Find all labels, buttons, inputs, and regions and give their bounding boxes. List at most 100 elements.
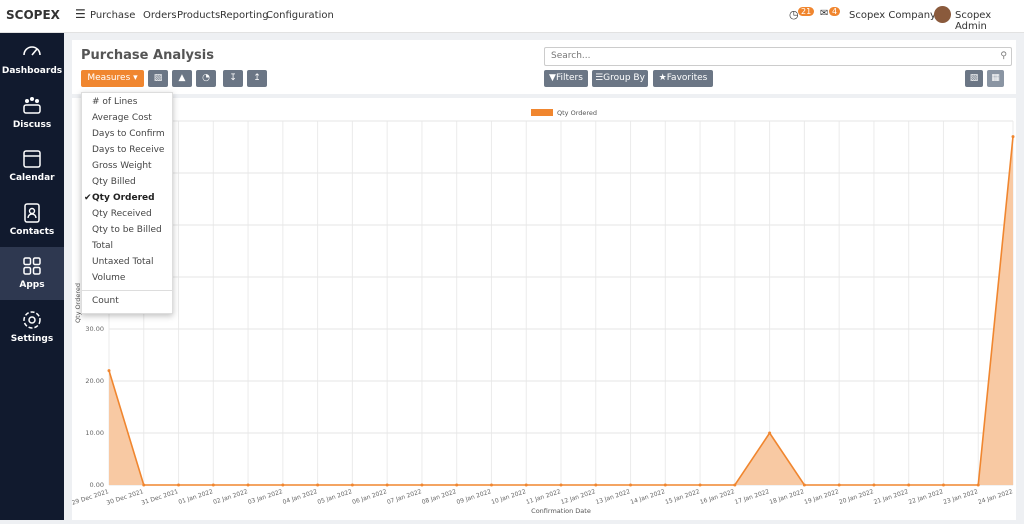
- activity-badge[interactable]: 21: [798, 7, 815, 16]
- point: [802, 483, 806, 487]
- bar-chart-button[interactable]: ▧: [148, 70, 168, 87]
- pivot-view-button[interactable]: ▦: [987, 70, 1004, 87]
- x-tick-label: 11 Jan 2022: [525, 488, 562, 506]
- menu-item[interactable]: Untaxed Total: [92, 257, 154, 267]
- sort-asc-button[interactable]: ↥: [247, 70, 267, 87]
- point: [211, 483, 215, 487]
- menu-item[interactable]: # of Lines: [92, 97, 137, 107]
- sidebar-item[interactable]: Apps: [0, 247, 64, 300]
- x-tick-label: 29 Dec 2021: [72, 488, 110, 507]
- menu-label: Days to Confirm: [92, 129, 165, 139]
- y-tick-label: 0.00: [90, 481, 104, 489]
- menu-item[interactable]: Total: [92, 241, 113, 251]
- menu-icon[interactable]: ☰: [75, 7, 86, 21]
- line-chart-button[interactable]: ▲: [172, 70, 192, 87]
- sidebar-label: Dashboards: [1, 66, 63, 76]
- x-tick-label: 18 Jan 2022: [769, 488, 806, 506]
- menu-item[interactable]: Days to Confirm: [92, 129, 165, 139]
- sidebar-item[interactable]: Settings: [0, 301, 64, 354]
- point: [489, 483, 493, 487]
- point: [142, 483, 146, 487]
- menu-item[interactable]: Configuration: [266, 10, 334, 21]
- chat-icon[interactable]: ✉: [820, 8, 829, 19]
- group-by-button[interactable]: ☰Group By: [592, 70, 648, 87]
- x-tick-label: 24 Jan 2022: [977, 488, 1014, 506]
- x-tick-label: 01 Jan 2022: [178, 488, 215, 506]
- menu-item[interactable]: Qty Received: [92, 209, 152, 219]
- x-tick-label: 23 Jan 2022: [942, 488, 979, 506]
- menu-item[interactable]: Qty to be Billed: [92, 225, 162, 235]
- menu-label: Gross Weight: [92, 161, 152, 171]
- menu-label: Total: [92, 241, 114, 251]
- activity-icon[interactable]: ◷: [789, 8, 799, 21]
- group-by-label: Group By: [603, 73, 645, 83]
- menu-label: Qty to be Billed: [92, 225, 162, 235]
- x-axis-label: Confirmation Date: [531, 507, 591, 515]
- favorites-label: Favorites: [666, 73, 708, 83]
- search-box[interactable]: Search... ⚲: [544, 47, 1012, 66]
- menu-item[interactable]: Count: [92, 296, 119, 306]
- sidebar-label: Apps: [19, 280, 45, 290]
- menu-item[interactable]: Average Cost: [92, 113, 152, 123]
- menu-item[interactable]: ✔ Qty Ordered: [84, 193, 155, 203]
- menu-item[interactable]: Products: [177, 10, 221, 21]
- chart-panel: 29 Dec 2021 30 Dec 2021 31 Dec 2021 01 Jan …: [71, 98, 1016, 520]
- sidebar-icon: [23, 310, 41, 329]
- menu-item[interactable]: Reporting: [220, 10, 269, 21]
- x-tick-label: 08 Jan 2022: [421, 488, 458, 506]
- graph-view-button[interactable]: ▧: [965, 70, 983, 87]
- legend-label: Qty Ordered: [557, 109, 597, 117]
- menu-item[interactable]: Volume: [92, 273, 125, 283]
- control-panel: Purchase Analysis Measures ▾ ▧ ▲ ◔ ↧ ↥ S…: [72, 40, 1016, 94]
- x-tick-label: 05 Jan 2022: [317, 488, 354, 506]
- page-title: Purchase Analysis: [81, 48, 214, 63]
- sidebar-item[interactable]: Discuss: [0, 87, 64, 140]
- favorites-button[interactable]: ★Favorites: [653, 70, 713, 87]
- point: [872, 483, 876, 487]
- menu-item[interactable]: Gross Weight: [92, 161, 152, 171]
- menu-item[interactable]: Qty Billed: [92, 177, 136, 187]
- point: [1011, 135, 1015, 139]
- point: [246, 483, 250, 487]
- menu-item[interactable]: Days to Receive: [92, 145, 164, 155]
- menu-label: # of Lines: [92, 97, 138, 107]
- top-nav: SCOPEX ☰ Purchase Orders Products Report…: [0, 0, 1024, 33]
- pie-chart-button[interactable]: ◔: [196, 70, 216, 87]
- menu-item[interactable]: Orders: [143, 10, 177, 21]
- x-tick-label: 15 Jan 2022: [664, 488, 701, 506]
- point: [281, 483, 285, 487]
- point: [107, 369, 111, 373]
- x-tick-label: 07 Jan 2022: [386, 488, 423, 506]
- point: [768, 431, 772, 435]
- menu-label: Qty Received: [92, 209, 152, 219]
- sidebar: Dashboards Discuss Calendar Contacts Apps Set…: [0, 33, 64, 520]
- x-tick-label: 02 Jan 2022: [212, 488, 249, 506]
- x-tick-label: 13 Jan 2022: [595, 488, 632, 506]
- point: [837, 483, 841, 487]
- filters-button[interactable]: ▼Filters: [544, 70, 588, 87]
- legend-swatch: [531, 109, 553, 116]
- avatar[interactable]: [934, 6, 951, 23]
- point: [594, 483, 598, 487]
- sidebar-icon: [23, 150, 41, 168]
- menu-label: Qty Billed: [92, 177, 136, 187]
- sidebar-item[interactable]: Dashboards: [0, 33, 64, 86]
- company[interactable]: Scopex Company: [849, 10, 936, 21]
- menu-item[interactable]: Purchase: [90, 10, 136, 21]
- x-tick-label: 22 Jan 2022: [908, 488, 945, 506]
- menu-label: Untaxed Total: [92, 257, 154, 267]
- x-tick-label: 19 Jan 2022: [803, 488, 840, 506]
- point: [385, 483, 389, 487]
- point: [559, 483, 563, 487]
- measures-button[interactable]: Measures ▾: [81, 70, 144, 87]
- sidebar-icon: [23, 257, 41, 275]
- message-badge[interactable]: 4: [829, 7, 841, 16]
- sidebar-item[interactable]: Contacts: [0, 194, 64, 247]
- y-axis-label: Qty Ordered: [74, 283, 82, 323]
- point: [941, 483, 945, 487]
- point: [524, 483, 528, 487]
- sidebar-item[interactable]: Calendar: [0, 140, 64, 193]
- sort-desc-button[interactable]: ↧: [223, 70, 243, 87]
- user[interactable]: Scopex Admin: [955, 10, 992, 32]
